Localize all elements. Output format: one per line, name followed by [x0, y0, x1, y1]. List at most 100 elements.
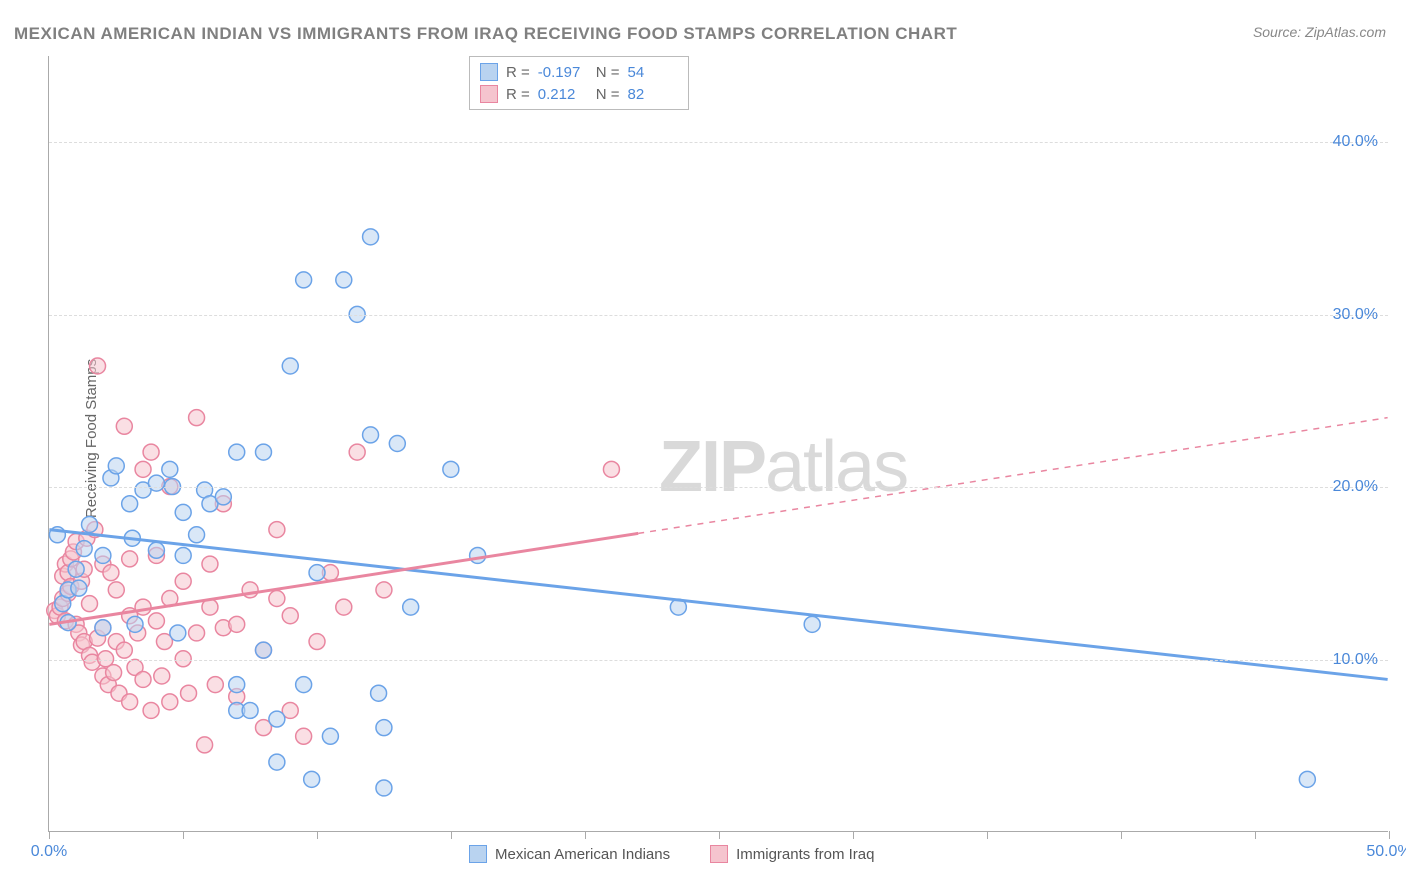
stat-r-label-1: R = [506, 86, 530, 103]
data-point [76, 541, 92, 557]
data-point [103, 565, 119, 581]
trend-line [49, 530, 1387, 680]
ytick-label: 40.0% [1333, 133, 1378, 151]
gridline [49, 487, 1388, 488]
data-point [804, 616, 820, 632]
data-point [349, 444, 365, 460]
stat-n-val-0: 54 [628, 64, 678, 81]
legend-swatch-1 [710, 845, 728, 863]
data-point [95, 547, 111, 563]
plot-area: ZIPatlas R = -0.197 N = 54 R = 0.212 N =… [48, 56, 1388, 832]
data-point [90, 358, 106, 374]
data-point [269, 754, 285, 770]
xtick [719, 831, 720, 839]
chart-title: MEXICAN AMERICAN INDIAN VS IMMIGRANTS FR… [14, 24, 957, 44]
xtick [1255, 831, 1256, 839]
stat-n-label-0: N = [596, 64, 620, 81]
data-point [282, 358, 298, 374]
data-point [181, 685, 197, 701]
ytick-label: 30.0% [1333, 306, 1378, 324]
data-point [309, 634, 325, 650]
data-point [175, 504, 191, 520]
data-point [229, 677, 245, 693]
data-point [143, 444, 159, 460]
data-point [108, 582, 124, 598]
data-point [116, 642, 132, 658]
data-point [122, 694, 138, 710]
data-point [135, 671, 151, 687]
data-point [162, 694, 178, 710]
data-point [376, 720, 392, 736]
data-point [189, 527, 205, 543]
legend-label-0: Mexican American Indians [495, 846, 670, 863]
gridline [49, 142, 1388, 143]
data-point [242, 702, 258, 718]
data-point [363, 229, 379, 245]
data-point [603, 461, 619, 477]
xtick [1121, 831, 1122, 839]
xtick [853, 831, 854, 839]
data-point [403, 599, 419, 615]
xtick [317, 831, 318, 839]
data-point [229, 444, 245, 460]
legend-item-0: Mexican American Indians [469, 845, 670, 863]
legend: Mexican American Indians Immigrants from… [469, 845, 874, 863]
data-point [371, 685, 387, 701]
data-point [148, 613, 164, 629]
xtick [183, 831, 184, 839]
data-point [197, 737, 213, 753]
data-point [363, 427, 379, 443]
xtick-label: 50.0% [1366, 843, 1406, 861]
data-point [336, 599, 352, 615]
data-point [135, 599, 151, 615]
xtick [585, 831, 586, 839]
data-point [255, 444, 271, 460]
data-point [309, 565, 325, 581]
data-point [135, 461, 151, 477]
data-point [269, 711, 285, 727]
data-point [304, 771, 320, 787]
ytick-label: 20.0% [1333, 478, 1378, 496]
data-point [127, 616, 143, 632]
chart-svg [49, 56, 1388, 831]
stat-r-val-1: 0.212 [538, 86, 588, 103]
data-point [122, 551, 138, 567]
data-point [68, 561, 84, 577]
stat-r-label-0: R = [506, 64, 530, 81]
data-point [443, 461, 459, 477]
data-point [1299, 771, 1315, 787]
xtick [1389, 831, 1390, 839]
legend-swatch-0 [469, 845, 487, 863]
data-point [296, 272, 312, 288]
xtick-label: 0.0% [31, 843, 67, 861]
trend-line-dashed [638, 418, 1387, 534]
data-point [122, 496, 138, 512]
data-point [82, 516, 98, 532]
data-point [106, 665, 122, 681]
swatch-series-0 [480, 63, 498, 81]
data-point [296, 677, 312, 693]
stat-n-val-1: 82 [628, 86, 678, 103]
stats-row-series-0: R = -0.197 N = 54 [480, 61, 678, 83]
data-point [336, 272, 352, 288]
data-point [148, 475, 164, 491]
data-point [189, 625, 205, 641]
data-point [148, 542, 164, 558]
data-point [269, 522, 285, 538]
legend-item-1: Immigrants from Iraq [710, 845, 874, 863]
gridline [49, 315, 1388, 316]
data-point [202, 556, 218, 572]
swatch-series-1 [480, 85, 498, 103]
xtick [987, 831, 988, 839]
data-point [116, 418, 132, 434]
data-point [95, 620, 111, 636]
data-point [255, 642, 271, 658]
data-point [269, 591, 285, 607]
gridline [49, 660, 1388, 661]
data-point [207, 677, 223, 693]
data-point [175, 547, 191, 563]
legend-label-1: Immigrants from Iraq [736, 846, 874, 863]
data-point [376, 582, 392, 598]
stats-row-series-1: R = 0.212 N = 82 [480, 83, 678, 105]
data-point [296, 728, 312, 744]
